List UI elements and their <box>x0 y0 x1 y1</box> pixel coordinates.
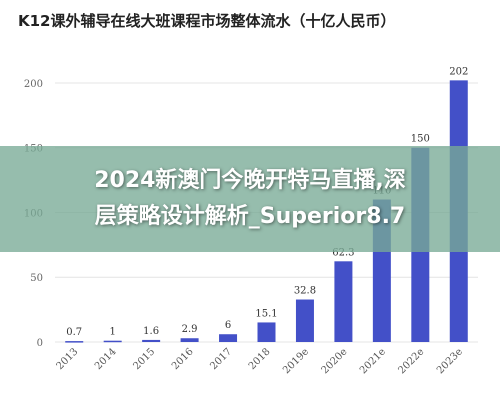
watermark-banner: 2024新澳门今晚开特马直播,深 层策略设计解析_Superior8.7 <box>0 146 500 252</box>
bar <box>334 261 353 342</box>
bar <box>103 340 122 343</box>
data-label: 32.8 <box>294 286 316 297</box>
data-label: 202 <box>449 66 468 77</box>
data-label: 1.6 <box>143 326 159 337</box>
x-tick-label: 2018 <box>247 346 273 372</box>
x-tick-label: 2016 <box>170 346 196 372</box>
y-tick-label: 50 <box>30 273 43 284</box>
x-tick-label: 2022e <box>396 346 426 376</box>
x-tick-label: 2021e <box>358 346 388 376</box>
data-label: 2.9 <box>182 324 198 335</box>
chart-title: K12课外辅导在线大班课程市场整体流水（十亿人民币） <box>18 12 396 30</box>
y-tick-label: 200 <box>24 79 43 90</box>
banner-line-2: 层策略设计解析_Superior8.7 <box>94 204 406 229</box>
y-tick-label: 0 <box>37 338 43 349</box>
banner-line-1: 2024新澳门今晚开特马直播,深 <box>94 168 406 193</box>
data-label: 15.1 <box>255 308 277 319</box>
data-label: 6 <box>225 320 231 331</box>
data-label: 62.3 <box>332 247 354 258</box>
x-tick-label: 2023e <box>435 346 465 376</box>
x-tick-label: 2017 <box>208 346 234 372</box>
data-label: 1 <box>109 327 115 338</box>
x-axis: 2013 2014 2015 2016 2017 2018 2019e 2020e 2021e 2… <box>55 346 465 376</box>
bar <box>219 334 238 342</box>
bar <box>257 322 276 342</box>
bar <box>65 341 84 343</box>
x-tick-label: 2014 <box>93 346 119 372</box>
data-label: 0.7 <box>66 327 82 338</box>
x-tick-label: 2019e <box>281 346 311 376</box>
x-tick-label: 2015 <box>131 346 157 372</box>
bar <box>180 338 199 342</box>
bar <box>295 299 314 342</box>
bar <box>142 339 161 342</box>
x-tick-label: 2013 <box>55 346 81 372</box>
data-label: 150 <box>411 134 430 145</box>
x-tick-label: 2020e <box>320 346 350 376</box>
